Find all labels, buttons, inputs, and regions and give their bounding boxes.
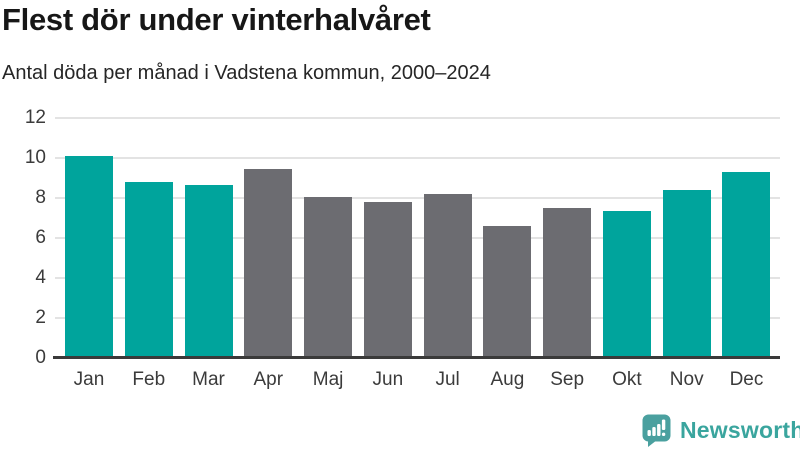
bar-mar	[184, 185, 233, 358]
x-tick-label-aug: Aug	[490, 369, 525, 390]
brand-name: Newsworthy	[680, 417, 800, 443]
gridline-y-10	[55, 157, 780, 159]
bar-sep	[543, 208, 592, 358]
bar-okt	[602, 211, 651, 358]
bar-nov	[662, 190, 711, 358]
gridline-y-2	[55, 317, 780, 319]
y-tick-label-0: 0	[35, 347, 46, 368]
chart-title: Flest dör under vinterhalvåret	[2, 2, 431, 37]
gridline-y-12	[55, 117, 780, 119]
x-tick-label-maj: Maj	[312, 369, 344, 390]
x-axis-line	[53, 356, 780, 359]
x-tick-label-jul: Jul	[435, 369, 460, 390]
y-tick-label-4: 4	[35, 267, 46, 288]
y-tick-label-2: 2	[35, 307, 46, 328]
bar-feb	[124, 182, 173, 358]
bar-jan	[65, 156, 113, 358]
newsworthy-logo: Newsworthy	[642, 414, 800, 447]
gridline-y-4	[55, 277, 780, 279]
y-tick-label-6: 6	[35, 227, 46, 248]
x-tick-label-dec: Dec	[729, 369, 764, 390]
x-tick-label-mar: Mar	[192, 369, 225, 390]
plot-area	[55, 117, 780, 358]
bar-jun	[363, 202, 412, 358]
x-tick-label-sep: Sep	[550, 369, 585, 390]
y-tick-label-12: 12	[24, 107, 46, 128]
x-tick-label-apr: Apr	[253, 369, 284, 390]
gridline-y-8	[55, 197, 780, 199]
y-tick-label-8: 8	[35, 187, 46, 208]
bar-maj	[304, 197, 353, 358]
x-tick-label-okt: Okt	[612, 369, 642, 390]
y-tick-label-10: 10	[24, 147, 46, 168]
bar-dec	[722, 172, 771, 358]
x-tick-label-nov: Nov	[669, 369, 704, 390]
chart-subtitle: Antal döda per månad i Vadstena kommun, …	[2, 62, 491, 84]
gridline-y-6	[55, 237, 780, 239]
bar-chart-speech-bubble-icon	[642, 414, 671, 447]
bar-jul	[423, 194, 472, 358]
x-tick-label-jun: Jun	[372, 369, 404, 390]
bar-aug	[483, 226, 532, 358]
bar-apr	[244, 169, 293, 358]
x-tick-label-jan: Jan	[73, 369, 105, 390]
x-tick-label-feb: Feb	[132, 369, 166, 390]
